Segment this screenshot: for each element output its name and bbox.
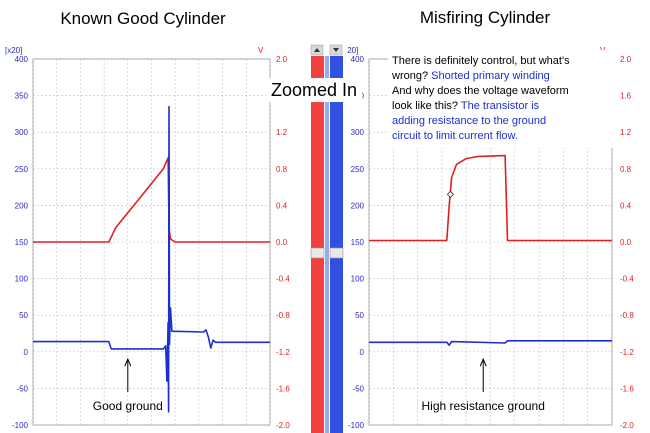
right-tick-label: 0.8: [276, 165, 288, 174]
zoomed-in-label: Zoomed In: [271, 80, 357, 100]
current-trace: [33, 105, 270, 413]
note-segment: The transistor is: [461, 100, 540, 112]
left-axis-unit: [x20]: [5, 46, 22, 55]
left-tick-label: 0: [360, 348, 365, 357]
voltage-scroll-thumb[interactable]: [310, 247, 325, 259]
right-axis-unit: V: [258, 46, 264, 55]
left-tick-label: 400: [15, 55, 29, 64]
voltage-scroll-bar[interactable]: [311, 56, 324, 433]
left-tick-label: 150: [15, 238, 29, 247]
annotation-label: Good ground: [93, 399, 163, 413]
zoomed-label-bg: [266, 78, 362, 102]
right-tick-label: 0.4: [276, 201, 288, 210]
left-tick-label: 0: [24, 348, 29, 357]
voltage-trace: [369, 154, 612, 242]
scroll-divider: [325, 56, 329, 433]
note-line: There is definitely control, but what's: [392, 55, 570, 67]
note-line: adding resistance to the ground: [392, 115, 546, 127]
left-axis-unit: [x20]: [341, 46, 358, 55]
left-tick-label: 350: [15, 92, 29, 101]
arrow-head-icon: [124, 357, 132, 367]
right-tick-label: 2.0: [276, 55, 288, 64]
note-line: wrong? Shorted primary winding: [391, 70, 550, 82]
note-segment: adding resistance to the ground: [392, 115, 546, 127]
right-tick-label: 0.0: [276, 238, 288, 247]
note-segment: circuit to limit current flow.: [392, 130, 518, 142]
left-tick-label: 100: [15, 275, 29, 284]
left-tick-label: -100: [348, 421, 365, 430]
left-tick-label: 150: [351, 238, 365, 247]
voltage-trace: [33, 157, 270, 243]
left-tick-label: 50: [355, 311, 364, 320]
left-tick-label: 50: [19, 311, 28, 320]
current-trace: [369, 339, 612, 347]
left-tick-label: 250: [15, 165, 29, 174]
right-tick-label: -0.8: [276, 311, 290, 320]
right-tick-label: 1.2: [620, 128, 632, 137]
right-tick-label: 1.6: [620, 92, 632, 101]
note-segment: And why does the voltage waveform: [392, 85, 569, 97]
note-background: [388, 50, 618, 148]
note-line: And why does the voltage waveform: [392, 85, 569, 97]
left-tick-label: 400: [351, 55, 365, 64]
right-tick-label: -1.2: [620, 348, 634, 357]
left-chart-panel: -100 -2.0 -50 -1.6 0 -1.2 50 -0.8 100 -0.4 150 0.0 2…: [5, 46, 290, 430]
right-tick-label: 0.8: [620, 165, 632, 174]
current-scroll-thumb[interactable]: [329, 247, 344, 259]
left-tick-label: 300: [351, 128, 365, 137]
left-tick-label: -50: [16, 384, 28, 393]
right-tick-label: -0.4: [620, 275, 634, 284]
left-tick-label: 300: [15, 128, 29, 137]
right-tick-label: -1.6: [620, 384, 634, 393]
right-tick-label: 0.4: [620, 201, 632, 210]
note-segment: There is definitely control, but what's: [392, 55, 570, 67]
left-chart-title: Known Good Cylinder: [60, 9, 226, 28]
annotation-label: High resistance ground: [422, 399, 545, 413]
right-tick-label: -0.8: [620, 311, 634, 320]
note-line: circuit to limit current flow.: [392, 130, 518, 142]
left-tick-label: 100: [351, 275, 365, 284]
arrow-head-icon: [479, 357, 487, 367]
note-segment: Shorted primary winding: [431, 70, 550, 82]
right-tick-label: 1.2: [276, 128, 288, 137]
left-tick-label: 200: [15, 201, 29, 210]
right-tick-label: -1.2: [276, 348, 290, 357]
right-tick-label: -2.0: [620, 421, 634, 430]
right-tick-label: -0.4: [276, 275, 290, 284]
right-tick-label: -1.6: [276, 384, 290, 393]
right-chart-title: Misfiring Cylinder: [420, 8, 551, 27]
arrow-down-icon: [333, 48, 339, 52]
note-segment: wrong?: [391, 70, 431, 82]
current-scroll-bar[interactable]: [330, 56, 343, 433]
explanation-note: There is definitely control, but what's w…: [388, 50, 618, 148]
right-tick-label: 0.0: [620, 238, 632, 247]
left-tick-label: -50: [352, 384, 364, 393]
arrow-up-icon: [314, 48, 320, 52]
left-tick-label: 200: [351, 201, 365, 210]
note-segment: look like this?: [392, 100, 461, 112]
right-tick-label: 2.0: [620, 55, 632, 64]
note-line: look like this? The transistor is: [392, 100, 540, 112]
right-tick-label: -2.0: [276, 421, 290, 430]
middle-scrollbar[interactable]: [309, 44, 347, 433]
trigger-marker: [446, 190, 454, 198]
left-tick-label: 250: [351, 165, 365, 174]
left-tick-label: -100: [12, 421, 29, 430]
